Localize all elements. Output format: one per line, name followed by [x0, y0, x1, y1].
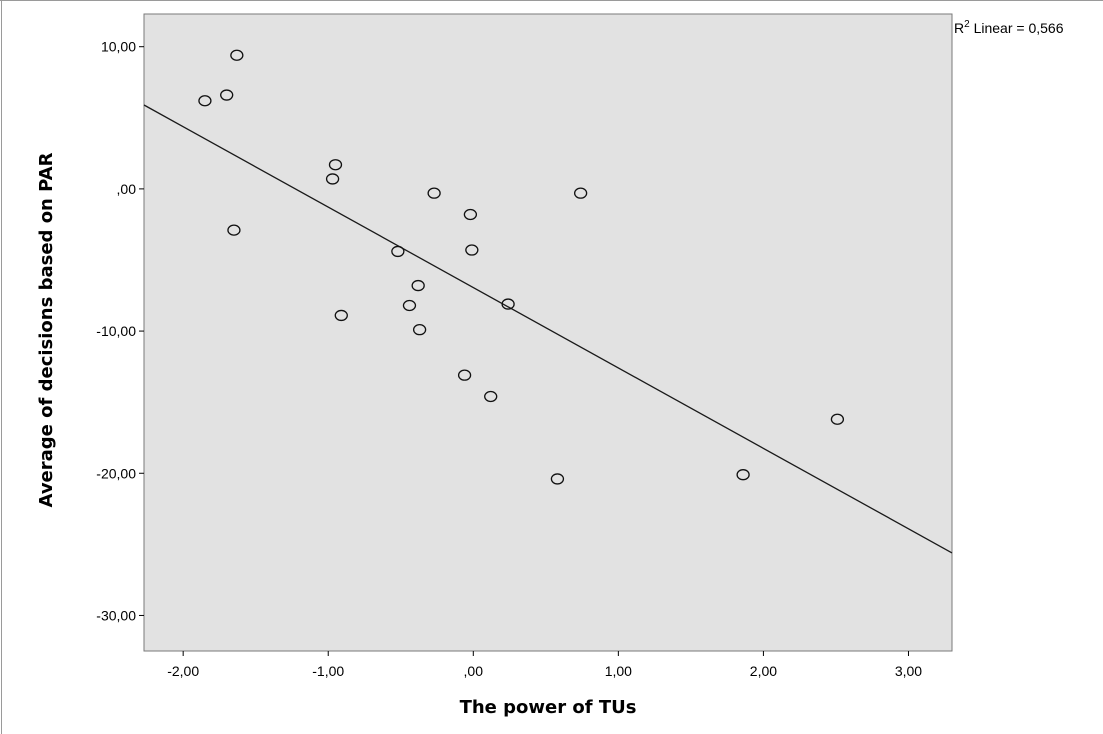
- x-tick-label: -1,00: [312, 663, 344, 679]
- r2-r: R: [954, 20, 964, 36]
- y-axis-title: Average of decisions based on PAR: [36, 152, 57, 507]
- x-tick-label: 2,00: [750, 663, 777, 679]
- x-axis-title: The power of TUs: [460, 697, 637, 718]
- scatter-point: [198, 95, 212, 107]
- r2-rest: Linear = 0,566: [970, 20, 1064, 36]
- scatter-point: [736, 469, 750, 481]
- plot-area: [143, 13, 953, 652]
- y-tick-label: 10,00: [101, 39, 136, 55]
- plot-area-group: [143, 13, 953, 652]
- fit-line-layer: [143, 104, 953, 554]
- scatter-point: [550, 473, 565, 485]
- scatter-point: [573, 187, 588, 199]
- y-tick-label: -10,00: [96, 323, 136, 339]
- scatter-point: [412, 324, 427, 336]
- scatter-point: [230, 49, 244, 61]
- x-axis: -2,00 -1,00 ,00 1,00 2,00 3,00: [167, 651, 922, 679]
- scatter-point: [830, 413, 845, 425]
- scatter-point: [427, 187, 441, 199]
- y-tick-label: -20,00: [96, 465, 136, 481]
- scatter-point: [501, 298, 515, 310]
- scatter-point: [463, 208, 478, 221]
- scatter-point: [227, 224, 241, 236]
- scatter-point: [328, 159, 343, 171]
- x-tick-label: -2,00: [167, 663, 199, 679]
- scatter-point: [391, 245, 405, 258]
- scatter-point: [325, 173, 340, 185]
- scatter-point: [402, 299, 417, 312]
- data-points: [198, 49, 845, 485]
- x-tick-label: 3,00: [895, 663, 922, 679]
- r2-superscript: 2: [964, 19, 970, 30]
- y-axis: 10,00 ,00 -10,00 -20,00 -30,00: [96, 39, 144, 623]
- y-tick-label: ,00: [117, 181, 137, 197]
- r2-annotation: R2 Linear = 0,566: [954, 19, 1064, 36]
- scatter-point: [484, 390, 498, 403]
- scatter-point: [334, 309, 348, 322]
- scatter-point: [457, 369, 472, 381]
- y-tick-label: -30,00: [96, 607, 136, 623]
- x-tick-label: 1,00: [605, 663, 632, 679]
- scatter-point: [220, 89, 234, 101]
- x-tick-label: ,00: [464, 663, 484, 679]
- scatter-point: [465, 244, 479, 256]
- scatter-point: [411, 279, 425, 292]
- regression-line: [143, 104, 953, 554]
